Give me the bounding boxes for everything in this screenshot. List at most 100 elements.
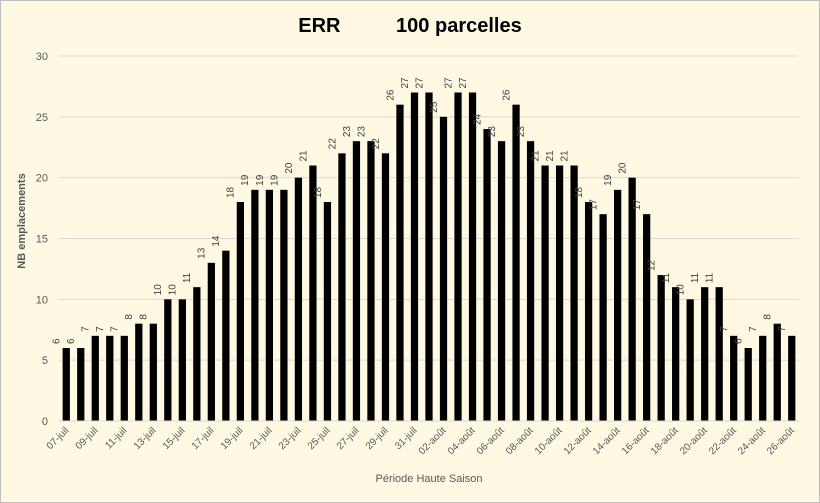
data-label: 27 (414, 77, 425, 89)
bar (744, 348, 752, 421)
data-label: 7 (110, 326, 121, 332)
bar (294, 177, 303, 421)
bar (193, 287, 201, 421)
data-label: 23 (516, 126, 527, 138)
data-label: 10 (153, 284, 164, 296)
bar (454, 92, 462, 421)
x-tick-label: 08-août (504, 425, 536, 457)
bar (236, 202, 244, 421)
y-tick-label: 30 (36, 51, 48, 63)
bar (730, 335, 738, 421)
data-label: 27 (458, 77, 469, 89)
data-label: 7 (95, 326, 106, 332)
data-label: 26 (501, 89, 512, 101)
data-label: 11 (705, 272, 716, 283)
bar (788, 335, 796, 421)
bar (773, 323, 781, 421)
data-label: 20 (618, 162, 629, 174)
bar (599, 214, 607, 421)
bar (396, 104, 404, 422)
data-label: 13 (197, 247, 208, 259)
x-tick-label: 22-août (707, 425, 739, 457)
bar (120, 335, 128, 421)
x-tick-label: 27-juil (335, 425, 362, 452)
bar (701, 287, 709, 421)
chart-title: ERR 100 parcelles (298, 15, 522, 37)
x-tick-label: 19-juil (219, 425, 246, 452)
data-label: 8 (139, 314, 150, 320)
x-axis-title: Période Haute Saison (375, 473, 482, 485)
bar (280, 189, 288, 421)
data-label: 11 (182, 272, 193, 283)
data-label: 27 (443, 77, 454, 89)
bar (367, 141, 375, 421)
data-label: 7 (777, 326, 788, 332)
data-label: 6 (734, 338, 745, 344)
bar (468, 92, 477, 421)
data-label: 24 (472, 113, 483, 125)
bar (715, 287, 723, 421)
data-label: 11 (690, 272, 701, 283)
x-tick-label: 04-août (446, 425, 478, 457)
data-label: 6 (52, 338, 63, 344)
bar (410, 92, 419, 421)
y-axis-title: NB emplacements (16, 173, 28, 268)
bar (584, 202, 593, 421)
x-tick-label: 13-juil (132, 425, 159, 452)
bar (439, 116, 448, 421)
bar (512, 104, 520, 422)
bar (570, 165, 578, 421)
data-label: 17 (588, 199, 599, 211)
data-label: 18 (313, 186, 324, 198)
bar (381, 153, 390, 422)
x-tick-label: 14-août (591, 425, 623, 457)
x-tick-label: 11-juil (103, 425, 129, 451)
bar (251, 189, 259, 421)
bars (62, 92, 796, 422)
y-tick-label: 0 (42, 416, 48, 428)
data-label: 19 (255, 174, 266, 186)
y-tick-label: 10 (36, 294, 48, 306)
bar (149, 323, 157, 421)
bar (614, 189, 622, 421)
x-tick-label: 15-juil (161, 425, 188, 452)
bar (207, 262, 215, 421)
bar (686, 299, 694, 421)
data-label: 7 (719, 326, 730, 332)
bar (526, 141, 535, 421)
data-label: 21 (545, 150, 556, 162)
data-label: 18 (226, 186, 237, 198)
data-label: 10 (676, 284, 687, 296)
bar (352, 141, 361, 421)
data-label: 6 (66, 338, 77, 344)
bar (338, 153, 346, 422)
bar (555, 165, 564, 421)
bar (497, 141, 506, 421)
x-tick-label: 09-juil (74, 425, 101, 452)
x-tick-label: 02-août (417, 425, 449, 457)
data-label: 23 (487, 126, 498, 138)
data-label: 22 (327, 138, 338, 150)
y-tick-label: 5 (42, 355, 48, 367)
bar (657, 275, 665, 421)
bar (759, 335, 767, 421)
data-label: 22 (371, 138, 382, 150)
x-tick-label: 10-août (533, 425, 565, 457)
data-label: 7 (81, 326, 92, 332)
bar (628, 177, 636, 421)
bar (62, 348, 70, 421)
x-tick-label: 20-août (678, 425, 710, 457)
bar (541, 165, 549, 421)
x-tick-label: 16-août (620, 425, 652, 457)
x-tick-label: 25-juil (306, 425, 333, 452)
bar (425, 92, 433, 421)
x-tick-label: 06-août (475, 425, 507, 457)
bar (309, 165, 317, 421)
data-label: 8 (763, 314, 774, 320)
x-tick-label: 31-juil (393, 425, 420, 452)
data-label: 7 (748, 326, 759, 332)
bar (483, 129, 491, 421)
data-label: 8 (124, 314, 135, 320)
data-label: 21 (298, 150, 309, 162)
